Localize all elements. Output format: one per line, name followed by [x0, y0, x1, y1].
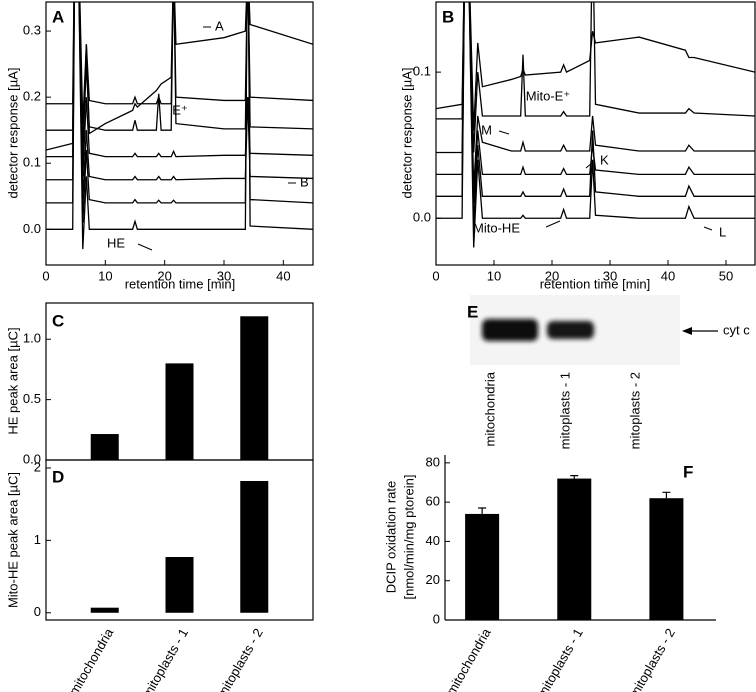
panel-letter: B [442, 7, 454, 26]
x-tick-label: 10 [487, 268, 501, 283]
y-axis-title: detector response [µA] [5, 67, 20, 198]
y-tick-label: 1 [34, 532, 41, 547]
y-tick-label: 0 [433, 611, 440, 626]
x-tick-label: 20 [157, 268, 171, 283]
bar [90, 434, 119, 460]
y-tick-label: 0.5 [23, 391, 41, 406]
bar [165, 557, 194, 613]
y-tick-label: 0 [34, 604, 41, 619]
panel-letter: A [52, 7, 64, 26]
y-tick-label: 2 [34, 459, 41, 474]
y-tick-label: 1.0 [23, 331, 41, 346]
panel-letter: E [467, 302, 478, 321]
panel: A 0.0 0.1 0.2 0.3 0 10 20 30 40 retention time [mi… [5, 1, 314, 291]
y-tick-label: 0.0 [23, 451, 41, 466]
x-axis-title: retention time [min] [125, 276, 236, 291]
y-axis-title: Mito-HE peak area [µC] [5, 472, 20, 608]
annotation: Mito-E⁺ [526, 88, 570, 103]
y-axis-title: HE peak area [µC] [5, 327, 20, 434]
lane-label: mitoplasts - 1 [557, 372, 572, 449]
blot-band [482, 319, 538, 341]
annotation: E⁺ [172, 102, 188, 117]
western-blot: cyt c E mitochondria mitoplasts - 1 mito… [467, 295, 750, 449]
x-tick-label: mitoplasts - 2 [626, 626, 678, 692]
leader-line [137, 243, 153, 251]
panel: F 0 20 40 60 80 DCIP oxidation rate [nmol/min/m… [383, 454, 716, 692]
y-axis-title: [nmol/min/mg ptorein] [401, 475, 416, 600]
traces [436, 2, 755, 248]
trace [46, 2, 313, 151]
plot-frame [435, 1, 756, 266]
x-axis-title: retention time [min] [540, 276, 651, 291]
x-tick-label: 20 [545, 268, 559, 283]
annotation: HE [107, 235, 125, 250]
y-tick-label: 0.2 [23, 89, 41, 104]
y-tick-label: 80 [426, 454, 440, 469]
traces [46, 2, 313, 250]
bar [240, 480, 269, 613]
y-axis-title: DCIP oxidation rate [383, 481, 398, 594]
blot-label: cyt c [723, 322, 750, 337]
bar [649, 498, 684, 620]
leader-line [703, 226, 713, 231]
error-bar [478, 507, 487, 514]
bar [165, 363, 194, 460]
panel: D 0 1 2 Mito-HE peak area [µC] mitochondria mi… [5, 459, 314, 692]
y-tick-label: 0.0 [413, 210, 431, 225]
x-tick-label: 30 [603, 268, 617, 283]
panel-letter: F [683, 462, 693, 481]
leader-line [585, 162, 593, 169]
x-tick-label: 10 [98, 268, 112, 283]
x-tick-label: mitochondria [443, 625, 494, 692]
lane-label: mitoplasts - 2 [627, 372, 642, 449]
x-tick-label: 0 [42, 268, 49, 283]
x-tick-label: 0 [432, 268, 439, 283]
x-tick-label: 50 [719, 268, 733, 283]
trace [436, 2, 755, 131]
annotation: A [215, 18, 224, 33]
bar [465, 513, 500, 620]
panel-letter: D [52, 467, 64, 486]
x-tick-label: 30 [217, 268, 231, 283]
annotation: B [300, 174, 309, 189]
bar [240, 316, 269, 460]
annotation: Mito-HE [473, 220, 520, 235]
lane-label: mitochondria [482, 371, 497, 446]
trace [436, 2, 755, 226]
error-bar [662, 491, 671, 499]
bar [557, 478, 592, 620]
error-bar [570, 475, 579, 479]
x-tick-label: mitoplasts - 1 [139, 626, 191, 692]
panel: C 0.0 0.5 1.0HE peak area [µC] [5, 302, 314, 466]
x-tick-label: 40 [276, 268, 290, 283]
bar [90, 607, 119, 613]
panel-letter: C [52, 311, 64, 330]
annotation: L [719, 224, 726, 239]
y-tick-label: 0.3 [23, 23, 41, 38]
x-tick-label: mitochondria [66, 625, 117, 692]
y-axis-title: detector response [µA] [399, 67, 414, 198]
x-tick-label: mitoplasts - 2 [214, 626, 266, 692]
y-tick-label: 0.0 [23, 221, 41, 236]
y-tick-label: 0.1 [413, 64, 431, 79]
blot-band [547, 321, 594, 339]
x-tick-label: mitoplasts - 1 [534, 626, 586, 692]
y-tick-label: 20 [426, 572, 440, 587]
panel: B 0.0 0.1 0 10 20 30 40 50 retention time [min] de… [399, 1, 756, 291]
annotation: M [481, 122, 492, 137]
trace [46, 2, 313, 157]
plot-frame [45, 1, 314, 266]
leader-line [498, 130, 510, 135]
y-tick-label: 0.1 [23, 155, 41, 170]
trace [46, 2, 313, 177]
annotation: K [600, 152, 609, 167]
y-tick-label: 60 [426, 494, 440, 509]
arrow-head [682, 327, 692, 335]
x-tick-label: 40 [661, 268, 675, 283]
y-tick-label: 40 [426, 533, 440, 548]
leader-line [545, 220, 561, 228]
